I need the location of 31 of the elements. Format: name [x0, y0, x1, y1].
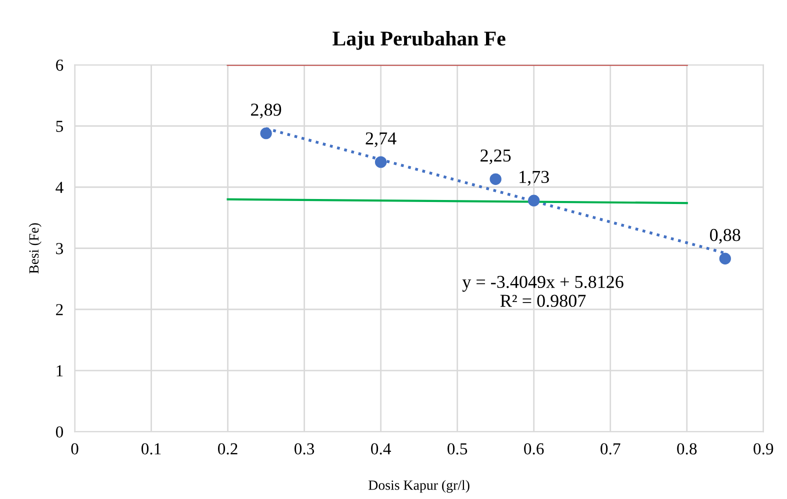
annotation: 0,88 — [710, 228, 740, 244]
point — [260, 127, 272, 140]
point — [528, 194, 540, 206]
point — [490, 173, 502, 186]
y-tick-label: 5 — [56, 120, 64, 132]
point — [719, 252, 731, 264]
annotation: 1,73 — [520, 170, 549, 186]
x-tick-label: 0.4 — [371, 443, 391, 455]
annotation: 2,74 — [366, 132, 396, 148]
y-tick-label: 2 — [56, 304, 63, 316]
x-tick-label: 0.9 — [754, 443, 774, 455]
y-tick-label: 4 — [56, 182, 64, 193]
x-tick-label: 0 — [71, 443, 78, 454]
x-tick-label: 0.8 — [677, 443, 697, 455]
x-tick-label: 0.1 — [142, 443, 161, 455]
point — [374, 156, 387, 168]
y-tick-label: 0 — [56, 426, 64, 438]
x-tick-label: 0.5 — [448, 443, 468, 455]
x-tick-label: 0.2 — [218, 443, 238, 455]
y-axis-title: Besi (Fe) — [28, 223, 42, 274]
y-tick-label: 3 — [56, 243, 64, 254]
annotation: 2,89 — [251, 104, 282, 118]
annotation: 2,25 — [480, 149, 511, 164]
x-tick-label: 0.7 — [600, 443, 620, 455]
x-tick-label: 0.6 — [524, 443, 544, 455]
y-tick-label: 1 — [56, 365, 63, 376]
x-tick-label: 0.3 — [294, 443, 314, 455]
y-tick-label: 6 — [56, 60, 64, 71]
chart-title: Laju Perubahan Fe — [332, 30, 506, 50]
annotation: y = -3.4049x + 5.8126 R² = 0.9807 — [462, 276, 624, 308]
x-axis-title: Dosis Kapur (gr/l) — [368, 480, 470, 493]
